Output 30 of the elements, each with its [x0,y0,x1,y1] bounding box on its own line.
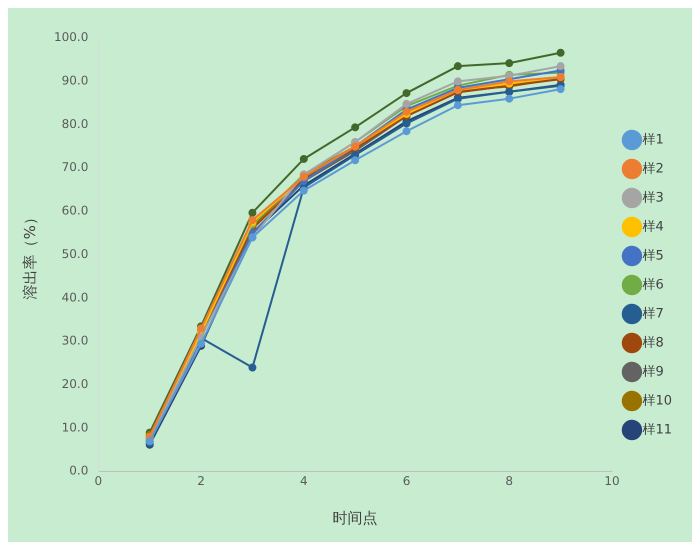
legend-label: 样1 [642,132,664,148]
y-tick-label: 40.0 [62,290,88,304]
legend-label: 样11 [642,422,672,438]
x-tick-label: 10 [604,474,620,488]
y-tick-label: 60.0 [62,204,88,218]
x-tick-label: 6 [402,474,410,488]
legend-label: 样8 [642,335,664,350]
y-tick-label: 20.0 [62,377,88,392]
x-tick-label: 8 [505,474,514,488]
x-tick-label: 2 [197,474,205,488]
legend-label: 样3 [642,190,664,206]
legend-label: 样4 [642,219,664,234]
y-axis-title: 溶出率（%） [20,210,39,300]
y-tick-label: 90.0 [62,73,88,88]
legend-label: 样2 [642,161,664,176]
legend-label: 样9 [642,364,664,380]
y-tick-label: 0.0 [69,464,88,478]
x-axis-title: 时间点 [332,508,378,527]
x-tick-label: 0 [94,474,102,488]
legend-label: 样10 [642,393,672,408]
legend-label: 样6 [642,277,664,292]
y-tick-label: 30.0 [62,334,88,348]
legend-label: 样7 [642,306,664,322]
y-tick-label: 10.0 [62,420,88,434]
y-tick-label: 70.0 [62,160,88,174]
x-tick-label: 4 [300,474,308,488]
y-tick-label: 100.0 [54,30,88,44]
y-tick-label: 80.0 [62,116,88,131]
legend-label: 样5 [642,248,664,264]
y-tick-label: 50.0 [62,246,88,261]
